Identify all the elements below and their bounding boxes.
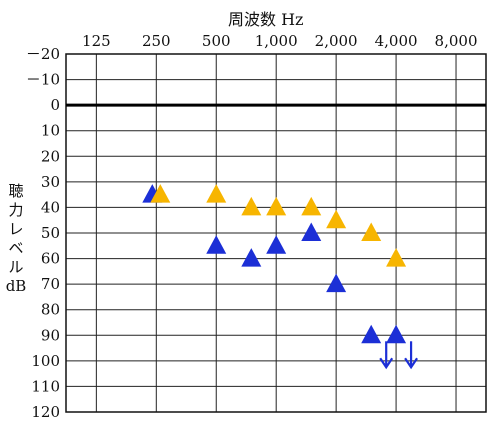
- y-tick-label: 120: [31, 403, 60, 421]
- no-response-arrow-head: [379, 357, 394, 370]
- data-point-triangle: [326, 209, 347, 229]
- data-point-triangle: [386, 248, 407, 267]
- x-tick-label: 500: [202, 32, 231, 50]
- data-point-triangle: [241, 196, 262, 216]
- data-point-triangle: [301, 222, 322, 241]
- x-tick-label: 4,000: [375, 32, 418, 50]
- data-point-triangle: [150, 184, 171, 203]
- y-tick-label: 20: [41, 147, 60, 165]
- y-tick-label: 110: [31, 377, 60, 395]
- y-tick-label: 40: [41, 198, 60, 216]
- y-tick-label: －10: [26, 71, 60, 89]
- y-tick-label: 90: [41, 326, 60, 344]
- y-axis-title-line: 力: [8, 201, 24, 219]
- data-point-triangle: [301, 196, 322, 216]
- y-tick-label: －20: [26, 45, 60, 63]
- y-tick-label: 60: [41, 250, 60, 268]
- data-point-triangle: [206, 184, 227, 203]
- plot-frame: [65, 53, 487, 413]
- x-tick-label: 1,000: [255, 32, 298, 50]
- x-axis-title: 周波数 Hz: [228, 10, 304, 29]
- data-point-triangle: [326, 273, 347, 293]
- data-point-triangle: [361, 222, 382, 241]
- data-point-triangle: [266, 196, 287, 216]
- data-point-triangle: [241, 248, 262, 267]
- y-tick-label: 30: [41, 173, 60, 191]
- y-axis-title-line: dB: [5, 277, 27, 295]
- data-point-triangle: [386, 324, 407, 344]
- data-point-triangle: [266, 235, 287, 254]
- y-axis-title-line: レ: [8, 220, 24, 238]
- y-tick-label: 50: [41, 224, 60, 242]
- no-response-arrow-head: [404, 357, 418, 370]
- y-tick-label: 70: [41, 275, 60, 293]
- x-tick-label: 250: [142, 32, 171, 50]
- x-tick-label: 125: [82, 32, 111, 50]
- y-axis-title-line: 聴: [8, 182, 24, 200]
- data-point-triangle: [361, 324, 382, 344]
- y-axis-title: 聴 力 レ ベ ル dB: [4, 182, 28, 296]
- y-tick-label: 80: [41, 301, 60, 319]
- y-tick-label: 0: [50, 96, 60, 114]
- y-tick-label: 100: [31, 352, 60, 370]
- y-axis-title-line: ベ: [8, 239, 24, 257]
- y-tick-label: 10: [41, 122, 60, 140]
- data-point-triangle: [206, 235, 227, 254]
- x-tick-label: 8,000: [435, 32, 478, 50]
- x-tick-label: 2,000: [315, 32, 358, 50]
- y-axis-title-line: ル: [8, 258, 24, 276]
